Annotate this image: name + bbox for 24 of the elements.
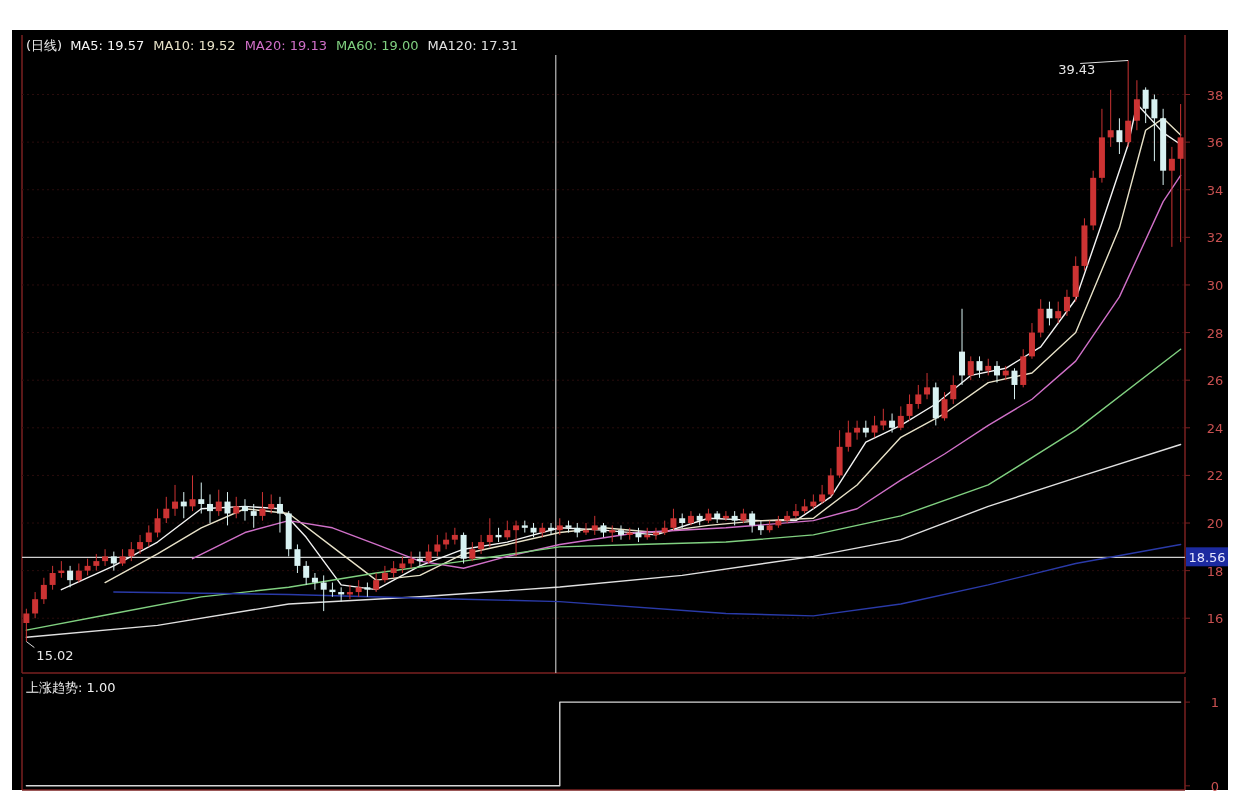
- y-tick-label: 36: [1206, 135, 1224, 151]
- text: MA120: 17.31: [427, 38, 519, 53]
- y-tick-label: 34: [1206, 182, 1224, 198]
- y-tick-label: 16: [1206, 611, 1224, 627]
- annotation: 39.43: [1058, 62, 1096, 78]
- y-tick-label: 30: [1206, 277, 1224, 293]
- annotation: 15.02: [36, 647, 74, 663]
- y-tick-label: 28: [1206, 325, 1224, 341]
- chart-title: 上涨趋势: 1.00: [26, 680, 116, 695]
- y-tick-label: 32: [1206, 230, 1224, 246]
- ref-line-label: 18.56: [1188, 550, 1226, 566]
- y-tick-label: 22: [1206, 468, 1224, 484]
- y-tick-label: 24: [1206, 420, 1224, 436]
- chart-title: (日线): [26, 38, 63, 53]
- y-tick-label: 38: [1206, 87, 1224, 103]
- text: MA60: 19.00: [336, 38, 419, 53]
- y-tick-label: 26: [1206, 373, 1224, 389]
- y-tick-label: 0: [1210, 778, 1220, 794]
- text: MA5: 19.57: [70, 38, 145, 53]
- y-tick-label: 20: [1206, 516, 1224, 532]
- y-tick-label: 1: [1210, 695, 1220, 711]
- y-tick-label: 18: [1206, 563, 1224, 579]
- text: MA20: 19.13: [244, 38, 328, 53]
- text: MA10: 19.52: [153, 38, 236, 53]
